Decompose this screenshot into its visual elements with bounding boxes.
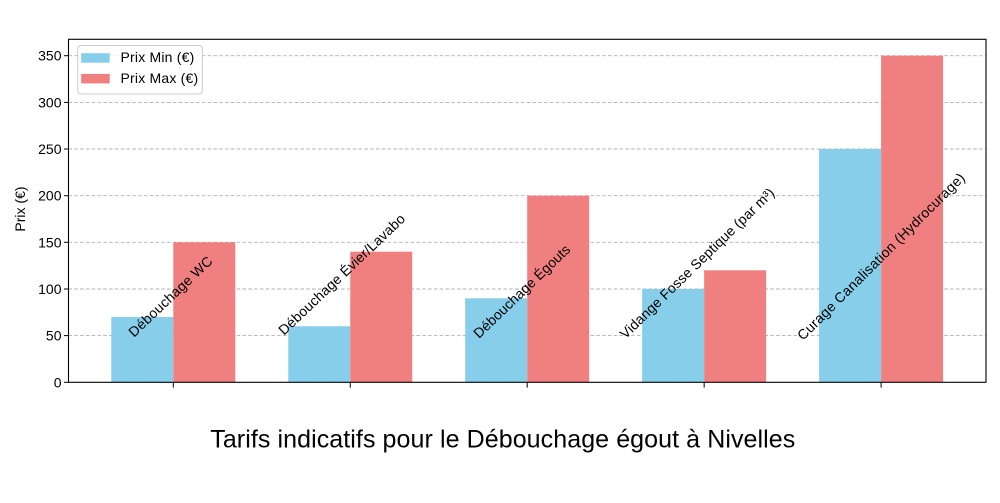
svg-text:Tarifs indicatifs pour le Débo: Tarifs indicatifs pour le Débouchage égo… <box>210 426 795 454</box>
svg-text:50: 50 <box>46 328 62 344</box>
svg-text:Prix Min (€): Prix Min (€) <box>121 49 195 65</box>
svg-text:300: 300 <box>38 94 62 110</box>
svg-text:350: 350 <box>38 48 62 64</box>
svg-text:200: 200 <box>38 188 62 204</box>
svg-text:250: 250 <box>38 141 62 157</box>
svg-text:100: 100 <box>38 281 62 297</box>
svg-text:Prix Max (€): Prix Max (€) <box>121 70 199 86</box>
svg-text:150: 150 <box>38 234 62 250</box>
svg-text:0: 0 <box>54 374 62 390</box>
svg-text:Prix (€): Prix (€) <box>12 186 28 231</box>
